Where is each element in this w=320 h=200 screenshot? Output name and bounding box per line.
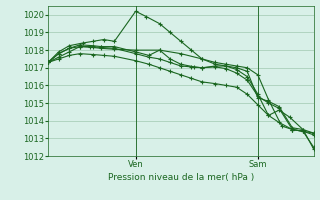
X-axis label: Pression niveau de la mer( hPa ): Pression niveau de la mer( hPa ) bbox=[108, 173, 254, 182]
